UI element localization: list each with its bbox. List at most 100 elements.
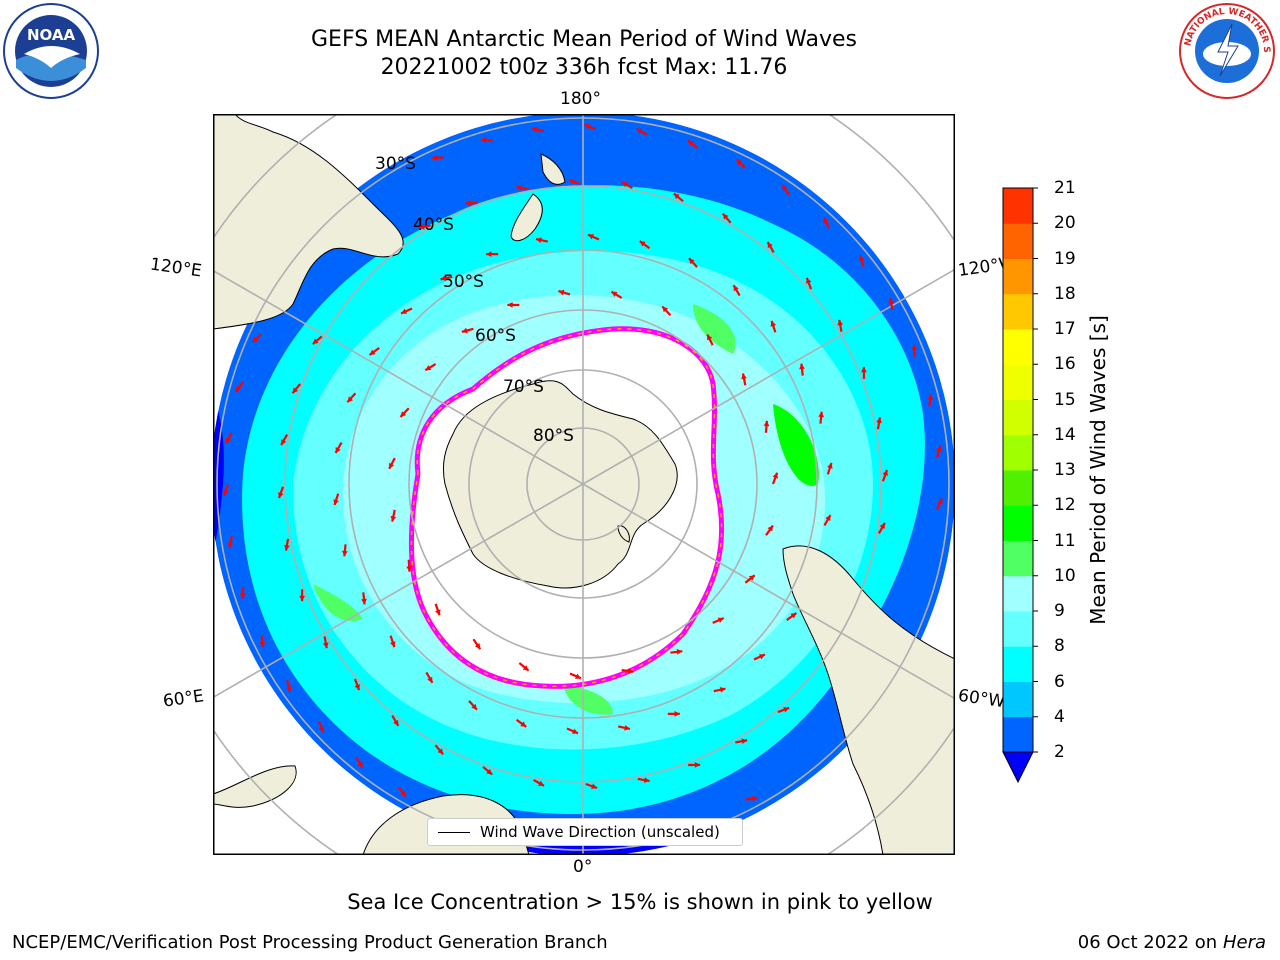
wave-direction-arrow-head [806, 277, 812, 284]
colorbar-tick-label: 14 [1054, 424, 1076, 445]
credit-text: NCEP/EMC/Verification Post Processing Pr… [12, 932, 608, 953]
wave-direction-arrow-head [390, 515, 397, 522]
wave-direction-arrow-head [568, 179, 575, 185]
colorbar-tick-label: 9 [1054, 601, 1065, 621]
wave-direction-arrow-head [911, 344, 918, 351]
wave-direction-arrow-head [516, 185, 523, 191]
wave-direction-arrow-head [639, 241, 646, 247]
wave-direction-arrow-head [299, 595, 305, 602]
wave-direction-arrow-head [227, 542, 234, 548]
wave-direction-arrow-head [284, 544, 290, 551]
colorbar-band [1003, 681, 1033, 718]
wave-direction-arrow-head [687, 140, 694, 146]
colorbar-title: Mean Period of Wind Waves [s] [1086, 315, 1110, 625]
wave-direction-arrow-head [861, 366, 867, 373]
wave-direction-arrow-head [827, 462, 833, 469]
wave-direction-arrow-head [611, 291, 618, 297]
wave-direction-arrow-head [333, 499, 339, 506]
wave-direction-arrow-head [790, 612, 797, 619]
wave-direction-arrow-head [418, 223, 425, 230]
wave-direction-arrow-head [876, 417, 882, 424]
wave-direction-arrow-head [782, 185, 788, 192]
wave-direction-arrow-head [361, 598, 367, 605]
wave-direction-arrow-head [389, 641, 396, 648]
wave-direction-arrow-head [733, 285, 739, 292]
wave-direction-arrow-head [936, 446, 942, 452]
colorbar-tick-label: 2 [1054, 742, 1065, 762]
wave-direction-arrow-head [882, 469, 888, 476]
colorbar-band [1003, 329, 1033, 365]
legend-line-swatch [438, 831, 470, 833]
wave-direction-arrow-head [285, 686, 292, 692]
wave-direction-arrow-head [225, 437, 232, 444]
wave-direction-arrow-head [440, 275, 447, 282]
wave-direction-arrow-head [235, 385, 242, 392]
wave-direction-arrow-head [858, 255, 865, 262]
wave-direction-arrow-head [688, 258, 695, 265]
wave-direction-arrow-head [239, 593, 246, 599]
colorbar-band [1003, 364, 1033, 400]
wave-direction-arrow-head [823, 217, 829, 224]
colorbar-tick-label: 20 [1054, 213, 1076, 234]
wave-direction-arrow-head [342, 550, 348, 557]
sea-ice-note: Sea Ice Concentration > 15% is shown in … [347, 890, 933, 914]
wave-direction-arrow-head [536, 237, 542, 243]
wave-direction-arrow-head [486, 768, 493, 775]
colorbar-tick-label: 19 [1054, 248, 1076, 269]
chart-subtitle: 20221002 t00z 336h fcst Max: 11.76 [380, 55, 788, 80]
wave-direction-arrow-head [676, 648, 683, 655]
wave-direction-arrow-head [507, 302, 513, 308]
colorbar-band [1003, 399, 1033, 436]
nws-logo: NATIONAL WEATHER SERVICE [1175, 0, 1276, 100]
wave-direction-arrow-head [400, 790, 406, 797]
wave-direction-arrow-head [674, 710, 680, 717]
colorbar-tick-label: 6 [1054, 671, 1065, 692]
wave-direction-arrow-head [707, 334, 713, 341]
colorbar-tick-label: 16 [1054, 354, 1076, 375]
colorbar-tick-label: 13 [1054, 460, 1076, 480]
polar-map: 30°S 40°S 50°S 60°S 70°S 80°S [213, 114, 955, 855]
colorbar-band [1003, 575, 1033, 612]
wave-direction-arrow-head [318, 726, 325, 733]
wave-direction-arrow-head [584, 124, 591, 130]
wave-direction-arrow-head [480, 137, 487, 143]
wave-direction-arrow-head [772, 472, 779, 479]
wave-direction-arrow-head [643, 777, 650, 783]
wave-direction-arrow-head [736, 159, 743, 166]
lat-label-50s: 50°S [443, 272, 484, 292]
wave-direction-arrow-head [465, 200, 472, 206]
lon-label-0: 0° [573, 857, 593, 877]
south-america-landmass [782, 545, 955, 855]
wave-direction-arrow-head [222, 489, 229, 496]
australia-landmass [213, 114, 404, 330]
wave-direction-arrow-head [748, 575, 755, 581]
colorbar-tick-label: 8 [1054, 636, 1065, 657]
wave-direction-arrow-head [252, 336, 259, 343]
colorbar-band [1003, 505, 1033, 541]
run-date-text: 06 Oct 2022 on [1077, 932, 1223, 953]
wave-direction-arrow-head [522, 665, 529, 671]
wave-direction-arrow-head [347, 396, 354, 403]
wave-direction-arrow-head [354, 684, 360, 691]
legend-label: Wind Wave Direction (unscaled) [480, 823, 720, 841]
lon-label-60e: 60°E [161, 686, 206, 712]
lat-label-80s: 80°S [533, 426, 574, 446]
colorbar-tick-label: 4 [1054, 706, 1065, 727]
wave-direction-arrow-head [673, 193, 680, 200]
wave-direction-arrow-head [722, 213, 729, 220]
lat-label-60s: 60°S [475, 326, 516, 346]
wave-direction-arrow-head [767, 525, 773, 532]
wave-direction-arrow-head [818, 411, 824, 418]
wave-direction-arrow-head [437, 748, 444, 755]
wind-wave-arrows [222, 123, 944, 844]
wave-direction-arrow-head [758, 654, 765, 660]
wave-direction-arrow-head [783, 707, 790, 713]
wave-direction-arrow-head [538, 780, 545, 786]
wave-direction-arrow-head [825, 515, 831, 522]
wave-direction-arrow-head [312, 338, 319, 345]
lat-label-30s: 30°S [375, 154, 416, 174]
colorbar-tick-label: 15 [1054, 389, 1076, 410]
colorbar-tick-label: 10 [1054, 565, 1076, 586]
colorbar-tick-label: 11 [1054, 530, 1076, 551]
machine-name: Hera [1222, 932, 1266, 953]
